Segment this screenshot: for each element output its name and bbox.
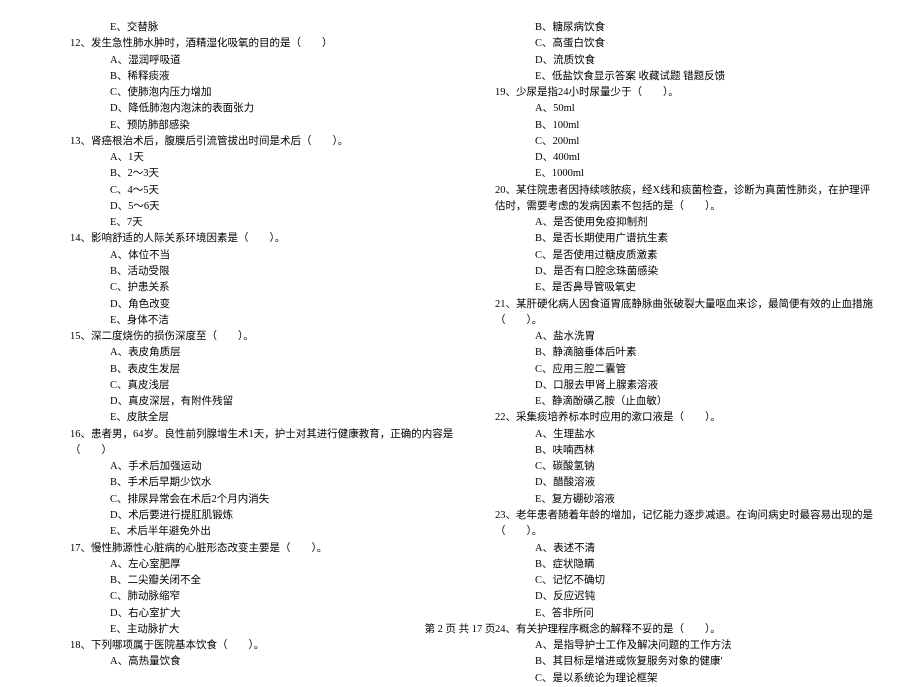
q19-opt-d: D、400ml <box>495 150 880 166</box>
q17-opt-d: D、右心室扩大 <box>70 606 455 622</box>
q16-text: 16、患者男，64岁。良性前列腺增生术1天，护士对其进行健康教育，正确的内容是（… <box>70 427 455 460</box>
q24-opt-b: B、其目标是增进或恢复服务对象的健康' <box>495 654 880 670</box>
q20-opt-d: D、是否有口腔念珠菌感染 <box>495 264 880 280</box>
q17-opt-c: C、肺动脉缩窄 <box>70 589 455 605</box>
q17-text: 17、慢性肺源性心脏病的心脏形态改变主要是（ ）。 <box>70 541 455 557</box>
q18-opt-a: A、高热量饮食 <box>70 654 455 670</box>
exam-page: E、交替脉 12、发生急性肺水肿时，酒精湿化吸氧的目的是（ ） A、湿润呼吸道 … <box>0 0 920 687</box>
q13-opt-a: A、1天 <box>70 150 455 166</box>
q20-text: 20、某住院患者因持续咳脓痰，经X线和痰菌检查，诊断为真菌性肺炎，在护理评估时，… <box>495 183 880 216</box>
q22-opt-c: C、碳酸氢钠 <box>495 459 880 475</box>
q18-opt-d: D、流质饮食 <box>495 53 880 69</box>
q23-opt-b: B、症状隐瞒 <box>495 557 880 573</box>
q12-text: 12、发生急性肺水肿时，酒精湿化吸氧的目的是（ ） <box>70 36 455 52</box>
q14-opt-e: E、身体不洁 <box>70 313 455 329</box>
q14-opt-d: D、角色改变 <box>70 297 455 313</box>
q12-opt-c: C、使肺泡内压力增加 <box>70 85 455 101</box>
q21-opt-b: B、静滴脑垂体后叶素 <box>495 345 880 361</box>
q22-opt-b: B、呋喃西林 <box>495 443 880 459</box>
q13-opt-b: B、2～3天 <box>70 166 455 182</box>
q19-opt-a: A、50ml <box>495 101 880 117</box>
left-column: E、交替脉 12、发生急性肺水肿时，酒精湿化吸氧的目的是（ ） A、湿润呼吸道 … <box>70 20 455 687</box>
q22-opt-d: D、醋酸溶液 <box>495 475 880 491</box>
q12-opt-e: E、预防肺部感染 <box>70 118 455 134</box>
q22-opt-a: A、生理盐水 <box>495 427 880 443</box>
q18-opt-e: E、低盐饮食显示答案 收藏试题 错题反馈 <box>495 69 880 85</box>
q14-text: 14、影响舒适的人际关系环境因素是（ ）。 <box>70 231 455 247</box>
q15-opt-d: D、真皮深层，有附件残留 <box>70 394 455 410</box>
q21-opt-c: C、应用三腔二囊管 <box>495 362 880 378</box>
q19-opt-b: B、100ml <box>495 118 880 134</box>
q21-text: 21、某肝硬化病人因食道胃底静脉曲张破裂大量呕血来诊，最简便有效的止血措施（ ）… <box>495 297 880 330</box>
q14-opt-c: C、护患关系 <box>70 280 455 296</box>
q23-opt-d: D、反应迟钝 <box>495 589 880 605</box>
q12-opt-b: B、稀释痰液 <box>70 69 455 85</box>
q15-opt-c: C、真皮浅层 <box>70 378 455 394</box>
q20-opt-b: B、是否长期使用广谱抗生素 <box>495 231 880 247</box>
q19-opt-c: C、200ml <box>495 134 880 150</box>
q22-opt-e: E、复方硼砂溶液 <box>495 492 880 508</box>
q16-opt-b: B、手术后早期少饮水 <box>70 475 455 491</box>
q23-opt-a: A、表述不清 <box>495 541 880 557</box>
q18-text: 18、下列哪项属于医院基本饮食（ ）。 <box>70 638 455 654</box>
q19-opt-e: E、1000ml <box>495 166 880 182</box>
q20-opt-c: C、是否使用过糖皮质激素 <box>495 248 880 264</box>
q14-opt-a: A、体位不当 <box>70 248 455 264</box>
q16-opt-d: D、术后要进行提肛肌锻炼 <box>70 508 455 524</box>
right-column: B、糖尿病饮食 C、高蛋白饮食 D、流质饮食 E、低盐饮食显示答案 收藏试题 错… <box>495 20 880 687</box>
page-footer: 第 2 页 共 17 页 <box>0 622 920 638</box>
q20-opt-a: A、是否使用免疫抑制剂 <box>495 215 880 231</box>
q17-opt-b: B、二尖瓣关闭不全 <box>70 573 455 589</box>
q23-opt-e: E、答非所问 <box>495 606 880 622</box>
q18-opt-c: C、高蛋白饮食 <box>495 36 880 52</box>
q20-opt-e: E、是否鼻导管吸氧史 <box>495 280 880 296</box>
q24-opt-a: A、是指导护士工作及解决问题的工作方法 <box>495 638 880 654</box>
q22-text: 22、采集痰培养标本时应用的漱口液是（ ）。 <box>495 410 880 426</box>
q18-opt-b: B、糖尿病饮食 <box>495 20 880 36</box>
q12-opt-d: D、降低肺泡内泡沫的表面张力 <box>70 101 455 117</box>
q23-text: 23、老年患者随着年龄的增加，记忆能力逐步减退。在询问病史时最容易出现的是（ ）… <box>495 508 880 541</box>
q15-opt-a: A、表皮角质层 <box>70 345 455 361</box>
q19-text: 19、少尿是指24小时尿量少于（ ）。 <box>495 85 880 101</box>
q16-opt-a: A、手术后加强运动 <box>70 459 455 475</box>
q16-opt-c: C、排尿异常会在术后2个月内消失 <box>70 492 455 508</box>
q17-opt-a: A、左心室肥厚 <box>70 557 455 573</box>
q15-opt-b: B、表皮生发层 <box>70 362 455 378</box>
q21-opt-a: A、盐水洗胃 <box>495 329 880 345</box>
q13-text: 13、肾癌根治术后，腹膜后引流管拔出时间是术后（ ）。 <box>70 134 455 150</box>
q16-opt-e: E、术后半年避免外出 <box>70 524 455 540</box>
q15-opt-e: E、皮肤全层 <box>70 410 455 426</box>
q13-opt-e: E、7天 <box>70 215 455 231</box>
q15-text: 15、深二度烧伤的损伤深度至（ ）。 <box>70 329 455 345</box>
q11-opt-e: E、交替脉 <box>70 20 455 36</box>
q23-opt-c: C、记忆不确切 <box>495 573 880 589</box>
q14-opt-b: B、活动受限 <box>70 264 455 280</box>
q21-opt-e: E、静滴酚磺乙胺（止血敏） <box>495 394 880 410</box>
q12-opt-a: A、湿润呼吸道 <box>70 53 455 69</box>
q24-opt-c: C、是以系统论为理论框架 <box>495 671 880 687</box>
q21-opt-d: D、口服去甲肾上腺素溶液 <box>495 378 880 394</box>
q13-opt-c: C、4～5天 <box>70 183 455 199</box>
q13-opt-d: D、5～6天 <box>70 199 455 215</box>
